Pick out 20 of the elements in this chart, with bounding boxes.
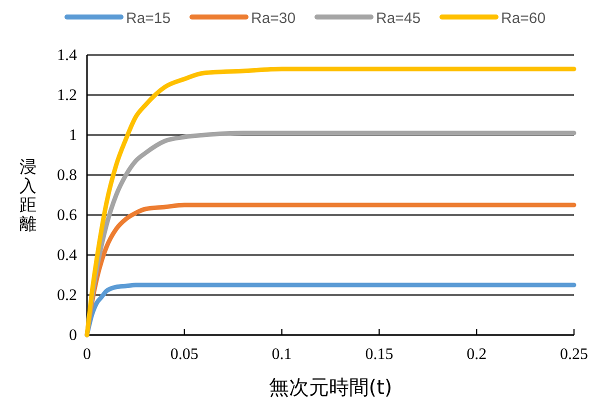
x-tick-label: 0: [83, 346, 91, 363]
x-tick-label: 0.05: [170, 346, 198, 363]
y-tick-label: 0.2: [57, 287, 77, 304]
legend-label: Ra=30: [251, 10, 296, 27]
y-tick-label: 1.2: [57, 87, 77, 104]
x-tick-label: 0.15: [365, 346, 394, 363]
y-tick-label: 0.6: [57, 207, 77, 224]
y-axis-title: 浸入距離: [20, 158, 36, 234]
y-tick-label: 1: [69, 127, 77, 144]
x-axis-title: 無次元時間(t): [268, 375, 392, 399]
y-tick-label: 1.4: [57, 47, 77, 64]
legend-label: Ra=15: [126, 10, 171, 27]
x-tick-label: 0.2: [466, 346, 487, 363]
y-tick-label: 0.8: [57, 167, 77, 184]
x-tick-label: 0.25: [560, 346, 588, 363]
legend-label: Ra=45: [376, 10, 421, 27]
x-tick-label: 0.1: [272, 346, 292, 363]
y-tick-label: 0: [69, 327, 77, 344]
legend-label: Ra=60: [501, 10, 546, 27]
y-tick-label: 0.4: [57, 247, 77, 264]
